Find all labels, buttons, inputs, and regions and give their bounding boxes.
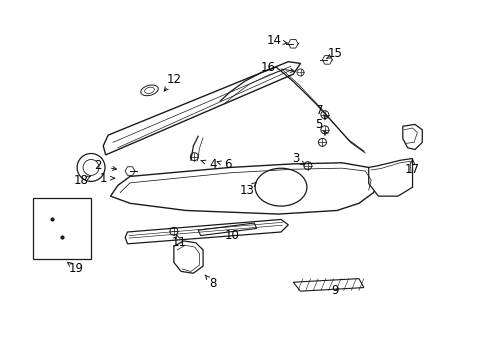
- Text: 14: 14: [265, 34, 281, 48]
- PathPatch shape: [198, 223, 256, 235]
- Text: 3: 3: [291, 152, 299, 165]
- Text: 17: 17: [404, 163, 419, 176]
- PathPatch shape: [103, 62, 300, 155]
- Text: 11: 11: [171, 236, 186, 249]
- Text: 16: 16: [260, 60, 275, 73]
- Text: 9: 9: [330, 284, 338, 297]
- Text: 4: 4: [209, 158, 216, 171]
- PathPatch shape: [293, 279, 363, 291]
- Text: 15: 15: [326, 47, 341, 60]
- Text: 6: 6: [223, 158, 231, 171]
- Text: 8: 8: [209, 278, 216, 291]
- Text: 12: 12: [166, 73, 181, 86]
- Text: 19: 19: [69, 262, 84, 275]
- PathPatch shape: [33, 198, 91, 259]
- Text: 2: 2: [94, 159, 102, 172]
- Text: 7: 7: [316, 104, 323, 117]
- Text: 18: 18: [74, 174, 89, 187]
- PathPatch shape: [125, 220, 288, 244]
- PathPatch shape: [368, 158, 412, 196]
- Text: 13: 13: [239, 184, 254, 197]
- Text: 1: 1: [99, 172, 107, 185]
- PathPatch shape: [402, 125, 422, 149]
- PathPatch shape: [174, 241, 203, 273]
- Text: 5: 5: [314, 118, 322, 131]
- PathPatch shape: [110, 163, 378, 214]
- Text: 10: 10: [224, 229, 239, 242]
